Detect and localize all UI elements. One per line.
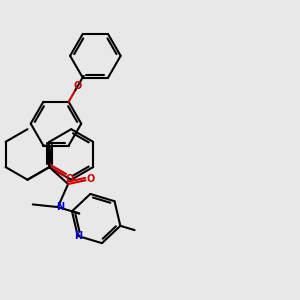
Text: N: N [56,202,64,212]
Text: N: N [74,231,82,241]
Text: O: O [65,174,74,184]
Text: O: O [87,174,95,184]
Text: O: O [74,81,82,91]
